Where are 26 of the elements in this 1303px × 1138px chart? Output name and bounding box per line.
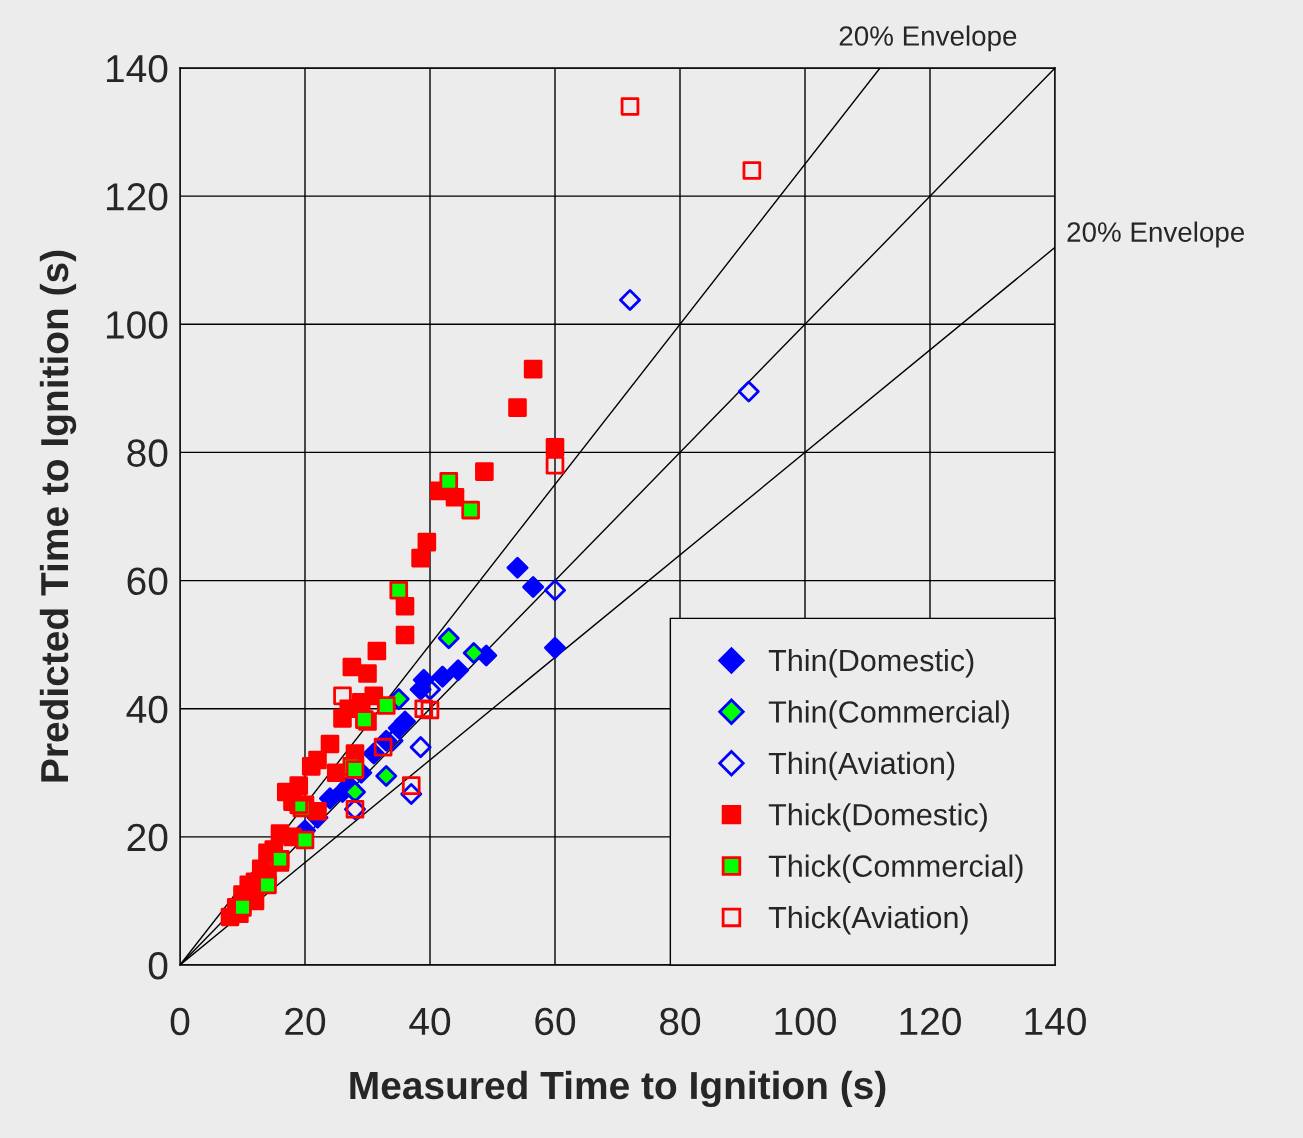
legend-label: Thin(Aviation)	[768, 751, 955, 781]
y-tick-label: 20	[127, 823, 168, 852]
legend-label: Thick(Commercial)	[768, 854, 1023, 884]
y-tick-label: 0	[148, 951, 168, 980]
y-tick-label: 120	[106, 183, 168, 211]
annotation: 20% Envelope	[839, 25, 1017, 52]
x-tick-label: 100	[775, 1007, 836, 1036]
y-tick-label: 40	[126, 695, 168, 724]
legend-label: Thin(Domestic)	[768, 648, 974, 678]
x-tick-label: 20	[285, 1007, 326, 1036]
x-tick-label: 60	[535, 1007, 576, 1036]
x-tick-label: 120	[900, 1007, 961, 1036]
y-tick-label: 80	[127, 439, 168, 467]
y-tick-label: 60	[127, 567, 168, 596]
y-tick-label: 140	[106, 54, 168, 83]
x-axis-title: Measured Time to Ignition (s)	[350, 1070, 886, 1108]
x-tick-label: 0	[170, 1007, 190, 1036]
x-tick-label: 140	[1025, 1007, 1086, 1036]
y-tick-label: 100	[106, 311, 168, 339]
legend-label: Thin(Commercial)	[768, 700, 1009, 729]
y-axis-title: Predicted Time to Ignition (s)	[39, 250, 77, 782]
legend-label: Thick(Domestic)	[768, 803, 987, 832]
x-tick-label: 80	[660, 1007, 701, 1036]
legend-label: Thick(Aviation)	[768, 905, 968, 935]
annotation: 20% Envelope	[1067, 221, 1245, 248]
x-tick-label: 40	[409, 1007, 451, 1036]
